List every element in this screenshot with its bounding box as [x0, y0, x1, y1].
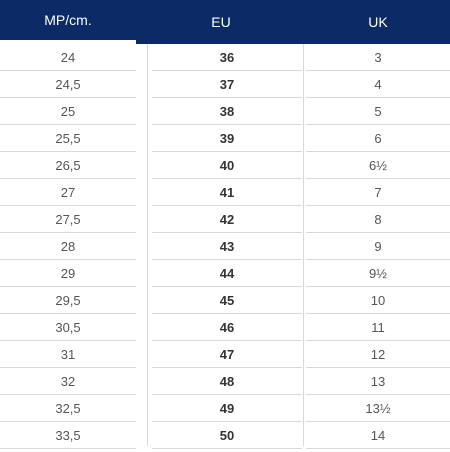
eu-cell: 49 — [152, 395, 302, 422]
uk-cell: 11 — [306, 314, 450, 341]
eu-cell: 39 — [152, 125, 302, 152]
mp-cell: 24 — [0, 44, 136, 71]
header-mp-cm-label: MP/cm. — [44, 12, 92, 28]
column-mp-cm: 24 24,5 25 25,5 26,5 27 27,5 28 29 29,5 30,5 31 32 32… — [0, 44, 136, 449]
mp-cell: 32,5 — [0, 395, 136, 422]
column-uk: 3 4 5 6 6½ 7 8 9 9½ 10 11 12 13 13½ 14 — [306, 44, 450, 449]
uk-cell: 5 — [306, 98, 450, 125]
header-mp-cm: MP/cm. — [0, 0, 136, 40]
mp-cell: 27,5 — [0, 206, 136, 233]
column-divider — [303, 44, 304, 446]
mp-cell: 25,5 — [0, 125, 136, 152]
uk-cell: 4 — [306, 71, 450, 98]
eu-cell: 36 — [152, 44, 302, 71]
uk-cell: 8 — [306, 206, 450, 233]
uk-cell: 6 — [306, 125, 450, 152]
uk-cell: 12 — [306, 341, 450, 368]
header-eu-label: EU — [211, 14, 231, 30]
eu-cell: 50 — [152, 422, 302, 449]
eu-cell: 44 — [152, 260, 302, 287]
uk-cell: 13 — [306, 368, 450, 395]
mp-cell: 25 — [0, 98, 136, 125]
uk-cell: 3 — [306, 44, 450, 71]
eu-cell: 43 — [152, 233, 302, 260]
mp-cell: 26,5 — [0, 152, 136, 179]
eu-cell: 42 — [152, 206, 302, 233]
mp-cell: 32 — [0, 368, 136, 395]
mp-cell: 29 — [0, 260, 136, 287]
eu-cell: 40 — [152, 152, 302, 179]
header-uk: UK — [306, 0, 450, 44]
mp-cell: 28 — [0, 233, 136, 260]
uk-cell: 6½ — [306, 152, 450, 179]
eu-cell: 38 — [152, 98, 302, 125]
mp-cell: 24,5 — [0, 71, 136, 98]
eu-cell: 41 — [152, 179, 302, 206]
mp-cell: 31 — [0, 341, 136, 368]
mp-cell: 29,5 — [0, 287, 136, 314]
column-eu: 36 37 38 39 40 41 42 43 44 45 46 47 48 49 50 — [152, 44, 302, 449]
uk-cell: 14 — [306, 422, 450, 449]
eu-cell: 46 — [152, 314, 302, 341]
eu-cell: 37 — [152, 71, 302, 98]
eu-cell: 47 — [152, 341, 302, 368]
mp-cell: 33,5 — [0, 422, 136, 449]
header-uk-label: UK — [368, 14, 388, 30]
uk-cell: 9 — [306, 233, 450, 260]
uk-cell: 7 — [306, 179, 450, 206]
uk-cell: 13½ — [306, 395, 450, 422]
mp-cell: 30,5 — [0, 314, 136, 341]
eu-cell: 45 — [152, 287, 302, 314]
header-eu: EU — [136, 0, 306, 44]
uk-cell: 9½ — [306, 260, 450, 287]
eu-cell: 48 — [152, 368, 302, 395]
uk-cell: 10 — [306, 287, 450, 314]
mp-cell: 27 — [0, 179, 136, 206]
column-divider — [147, 44, 148, 446]
